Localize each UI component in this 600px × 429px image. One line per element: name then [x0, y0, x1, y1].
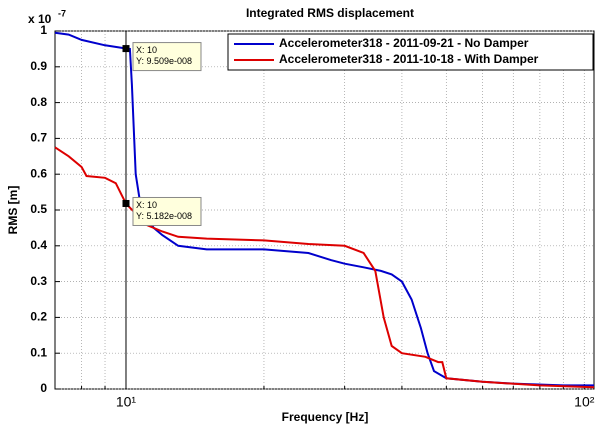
y-tick-label: 0: [40, 381, 47, 395]
datatip-marker: [122, 199, 130, 207]
legend-box: [227, 33, 594, 71]
y-tick-label: 1: [40, 23, 47, 37]
y-tick-label: 0.2: [30, 310, 47, 324]
y-exponent: -7: [58, 8, 66, 18]
datatip-marker: [122, 45, 130, 53]
datatip-box: [132, 196, 202, 226]
series-line: [54, 146, 595, 389]
y-tick-label: 0.7: [30, 131, 47, 145]
x-tick-label: 10¹: [116, 394, 137, 410]
x-axis-label: Frequency [Hz]: [282, 410, 369, 424]
y-tick-label: 0.4: [30, 238, 47, 252]
legend-label: Accelerometer318 - 2011-09-21 - No Dampe…: [279, 36, 529, 50]
datatip-label: X: 10: [136, 200, 157, 210]
y-tick-label: 0.8: [30, 95, 47, 109]
chart-title: Integrated RMS displacement: [246, 6, 414, 20]
y-tick-label: 0.3: [30, 274, 47, 288]
y-exponent-base: x 10: [28, 12, 52, 26]
legend-label: Accelerometer318 - 2011-10-18 - With Dam…: [279, 52, 539, 66]
y-axis-label: RMS [m]: [6, 186, 20, 235]
datatip-label: Y: 5.182e-008: [136, 211, 192, 221]
datatip-label: Y: 9.509e-008: [136, 56, 192, 66]
y-tick-label: 0.5: [30, 202, 47, 216]
y-tick-label: 0.1: [30, 345, 47, 359]
datatip-box: [132, 42, 202, 72]
datatip-label: X: 10: [136, 45, 157, 55]
x-tick-label: 10²: [574, 394, 595, 410]
y-tick-label: 0.9: [30, 59, 47, 73]
y-tick-label: 0.6: [30, 166, 47, 180]
